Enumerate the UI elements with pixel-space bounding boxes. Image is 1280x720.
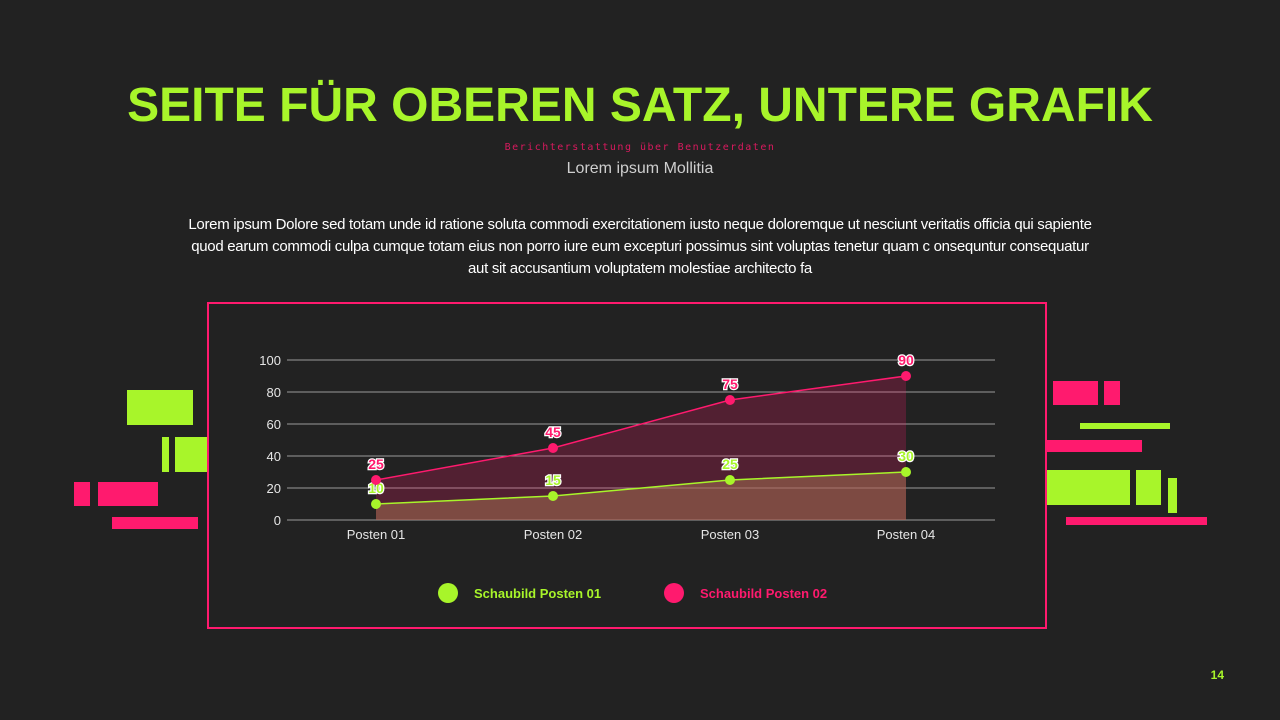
decor-block <box>1104 381 1120 405</box>
decor-block <box>1045 470 1130 505</box>
decor-block <box>74 482 90 506</box>
series-line <box>375 471 907 505</box>
data-label: 25 <box>722 456 738 472</box>
y-tick-label: 0 <box>274 513 281 528</box>
data-label: 45 <box>545 424 561 440</box>
legend-marker <box>438 583 458 603</box>
decor-block <box>1080 423 1170 429</box>
decor-block <box>1053 381 1098 405</box>
kicker: Berichterstattung über Benutzerdaten <box>504 142 776 153</box>
x-tick-label: Posten 03 <box>701 527 760 542</box>
data-point <box>725 395 735 405</box>
y-tick-label: 40 <box>267 449 281 464</box>
data-point <box>371 499 381 509</box>
series-line <box>375 375 907 481</box>
decor-block <box>127 390 193 425</box>
decor-block <box>112 517 198 529</box>
data-label: 30 <box>898 448 914 464</box>
series-area <box>376 472 906 520</box>
decor-block <box>1168 478 1177 513</box>
page-number: 14 <box>1210 668 1224 682</box>
y-tick-label: 100 <box>259 353 281 368</box>
data-point <box>548 491 558 501</box>
data-point <box>901 467 911 477</box>
legend-label: Schaubild Posten 01 <box>474 586 601 601</box>
data-label: 90 <box>898 352 914 368</box>
decor-block <box>175 437 207 472</box>
y-tick-label: 80 <box>267 385 281 400</box>
x-tick-label: Posten 01 <box>347 527 406 542</box>
chart-frame <box>207 302 1047 629</box>
decor-block <box>1136 470 1161 505</box>
decor-block <box>1045 440 1142 452</box>
page-title: SEITE FÜR OBEREN SATZ, UNTERE GRAFIK <box>127 79 1153 132</box>
data-label: 75 <box>722 376 738 392</box>
data-label: 25 <box>368 456 384 472</box>
data-label: 15 <box>545 472 561 488</box>
x-tick-label: Posten 02 <box>524 527 583 542</box>
data-label: 10 <box>368 480 384 496</box>
x-tick-label: Posten 04 <box>877 527 936 542</box>
data-point <box>548 443 558 453</box>
data-point <box>901 371 911 381</box>
legend-marker <box>664 583 684 603</box>
decor-block <box>162 437 169 472</box>
body-text: Lorem ipsum Dolore sed totam unde id rat… <box>188 216 1092 277</box>
data-point <box>725 475 735 485</box>
decor-block <box>1066 517 1207 525</box>
subtitle: Lorem ipsum Mollitia <box>566 160 714 177</box>
data-point <box>371 475 381 485</box>
decor-block <box>98 482 158 506</box>
y-tick-label: 20 <box>267 481 281 496</box>
y-tick-label: 60 <box>267 417 281 432</box>
legend-label: Schaubild Posten 02 <box>700 586 827 601</box>
